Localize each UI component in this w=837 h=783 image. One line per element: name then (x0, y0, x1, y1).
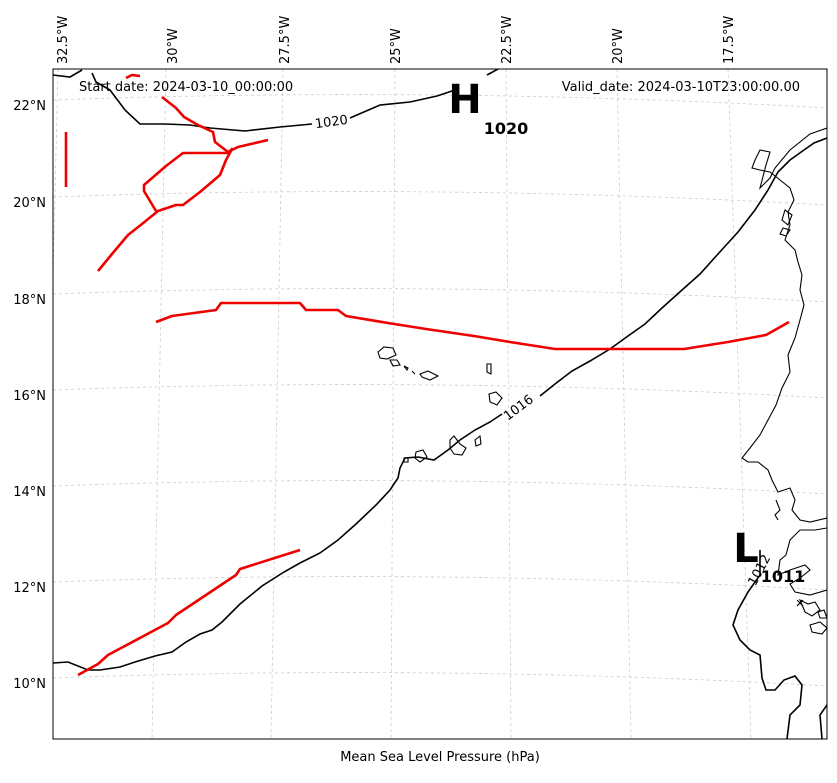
start-date-label: Start date: 2024-03-10_00:00:00 (79, 80, 293, 95)
island-santiago (449, 435, 467, 456)
isobars (53, 69, 827, 739)
island-fogo (414, 449, 428, 463)
island (809, 621, 827, 635)
pressure-centers: H 1020 L 1011 (448, 77, 805, 586)
isobar-1016 (53, 137, 827, 671)
island-sal (486, 363, 492, 375)
island-maio (474, 434, 482, 447)
lat-tick: 14°N (13, 485, 46, 500)
island-boa-vista (488, 391, 503, 406)
trough-3 (96, 147, 234, 272)
isobar-1020 (53, 69, 500, 132)
x-marker-icon (796, 599, 804, 607)
island-santo-antao (377, 346, 397, 360)
lat-tick: 16°N (13, 389, 46, 404)
lon-tick: 20°W (611, 28, 626, 64)
island-sao-vicente (389, 359, 401, 367)
plot-frame (52, 68, 828, 740)
lat-tick: 20°N (13, 196, 46, 211)
island (817, 609, 827, 619)
high-pressure-value: 1020 (484, 119, 529, 138)
contour-labels: 1020 1016 1012 (314, 113, 774, 589)
troughs (64, 73, 790, 677)
coast-segment-south (777, 527, 827, 596)
contour-label-1016: 1016 (501, 392, 536, 424)
trough-5 (77, 548, 301, 677)
isobar-1012 (732, 550, 827, 739)
lat-tick: 10°N (13, 677, 46, 692)
trough-2 (125, 73, 269, 154)
contour-label-1020: 1020 (314, 113, 349, 132)
lat-tick: 12°N (13, 581, 46, 596)
lon-tick: 32.5°W (56, 16, 71, 64)
lon-tick: 27.5°W (278, 16, 293, 64)
x-axis-label: Mean Sea Level Pressure (hPa) (340, 750, 540, 765)
coastlines (377, 127, 827, 635)
latitude-ticks: 22°N 20°N 18°N 16°N 14°N 12°N 10°N (13, 99, 46, 692)
lat-tick: 18°N (13, 293, 46, 308)
lon-tick: 30°W (166, 28, 181, 64)
island-sao-nicolau-2 (419, 370, 440, 381)
longitude-ticks: 32.5°W 30°W 27.5°W 25°W 22.5°W 20°W 17.5… (56, 16, 737, 64)
island-sao-nicolau (411, 370, 416, 375)
high-pressure-symbol: H (448, 77, 481, 123)
lon-tick: 25°W (389, 28, 404, 64)
graticule (53, 69, 827, 739)
island-santa-luzia (403, 365, 409, 372)
trough-4 (155, 301, 790, 351)
africa-coastline (741, 127, 827, 523)
lat-tick: 22°N (13, 99, 46, 114)
island (779, 227, 791, 237)
low-pressure-value: 1011 (761, 567, 806, 586)
low-pressure-symbol: L (733, 526, 759, 572)
lon-tick: 22.5°W (500, 16, 515, 64)
valid-date-label: Valid_date: 2024-03-10T23:00:00.00 (562, 80, 800, 95)
island (781, 209, 793, 226)
lon-tick: 17.5°W (722, 16, 737, 64)
island (798, 598, 821, 617)
senegal-coast-fragment (774, 499, 781, 521)
